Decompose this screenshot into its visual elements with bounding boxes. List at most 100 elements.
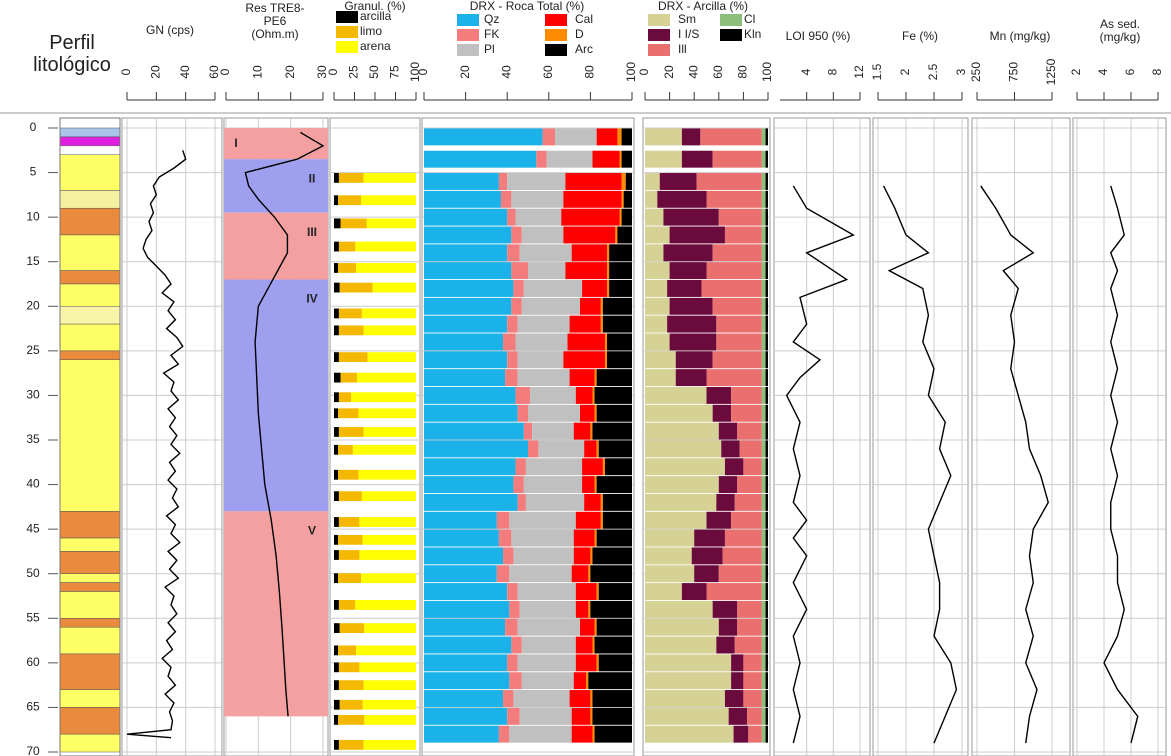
zone [224, 159, 328, 213]
bar-segment [424, 547, 504, 565]
y-tick-label: 25 [26, 343, 40, 357]
bar-segment [555, 128, 597, 146]
bar-segment [523, 422, 533, 440]
bar-segment [645, 208, 664, 226]
bar-segment [761, 279, 766, 297]
bar-segment [364, 715, 416, 725]
bar-segment [765, 386, 768, 404]
legend-swatch [720, 14, 742, 26]
bar-segment [338, 444, 353, 455]
bar-segment [731, 511, 762, 529]
bar-segment [645, 458, 725, 476]
bar-segment [645, 618, 719, 636]
bar-segment [356, 372, 416, 383]
bar-segment [718, 618, 738, 636]
bar-segment [694, 529, 725, 547]
bar-segment [761, 583, 766, 601]
bar-segment [663, 208, 719, 226]
bar-segment [424, 262, 512, 280]
bar-segment [334, 491, 339, 502]
bar-segment [645, 262, 670, 280]
legend-label: Ill [678, 42, 687, 56]
bar-segment [617, 128, 622, 146]
bar-segment [424, 369, 506, 387]
bar-segment [575, 654, 597, 672]
bar-segment [338, 600, 356, 610]
bar-segment [338, 715, 365, 725]
bar-segment [507, 583, 518, 601]
legend-label: arcilla [360, 9, 392, 23]
bar-segment [645, 315, 668, 333]
bar-segment [424, 404, 518, 422]
bar-segment [546, 150, 593, 168]
bar-segment [765, 725, 768, 743]
bar-segment [361, 491, 416, 502]
bar-segment [361, 308, 416, 319]
bar-segment [594, 476, 597, 494]
bar-segment [517, 654, 576, 672]
bar-segment [542, 128, 556, 146]
legend-swatch [545, 44, 567, 56]
bar-segment [590, 547, 593, 565]
bar-segment [513, 547, 574, 565]
bar-segment [592, 547, 632, 565]
bar-segment [706, 262, 762, 280]
lithology-layer [59, 350, 121, 361]
bar-segment [724, 529, 762, 547]
x-tick-label: 60 [541, 65, 555, 79]
bar-segment [525, 458, 583, 476]
legend-label: Pl [484, 42, 495, 56]
bar-segment [500, 190, 512, 208]
bar-segment [592, 690, 632, 707]
legend-label: Kln [744, 27, 761, 41]
bar-segment [600, 315, 603, 333]
bar-segment [645, 173, 660, 190]
x-tick-label: 0 [637, 68, 651, 75]
bar-segment [706, 190, 762, 208]
bar-segment [731, 654, 744, 672]
bar-segment [596, 128, 618, 146]
x-tick-label: 4 [799, 68, 813, 75]
bar-segment [645, 386, 707, 404]
bar-segment [645, 583, 682, 601]
bar-segment [509, 600, 520, 618]
bar-segment [743, 458, 762, 476]
bar-segment [594, 725, 632, 743]
bar-segment [765, 476, 768, 494]
bar-segment [716, 493, 735, 511]
bar-segment [565, 173, 622, 190]
zone-label: III [307, 225, 317, 239]
x-tick-label: 2 [898, 68, 912, 75]
bar-segment [681, 150, 713, 168]
bar-segment [765, 190, 768, 208]
bar-segment [621, 190, 624, 208]
x-tick-label: 0 [119, 68, 133, 75]
legend-label: Qz [484, 12, 499, 26]
legend-label: limo [360, 24, 382, 38]
bar-segment [334, 699, 340, 710]
data-line [980, 185, 1050, 744]
bar-segment [505, 369, 518, 387]
bar-segment [765, 369, 768, 387]
bar-segment [507, 208, 516, 226]
bar-segment [563, 226, 616, 244]
bar-segment [765, 128, 768, 146]
x-tick-label: 20 [662, 65, 676, 79]
bar-segment [645, 422, 719, 440]
bar-segment [334, 662, 339, 673]
bar-segment [334, 444, 339, 455]
bar-segment [645, 369, 676, 387]
bar-segment [424, 244, 508, 262]
bar-segment [600, 511, 603, 529]
bar-segment [573, 672, 587, 690]
bar-segment [362, 699, 416, 710]
bar-segment [761, 297, 766, 315]
panel-title: LOI 950 (%) [785, 29, 851, 43]
bar-segment [513, 279, 524, 297]
bar-segment [363, 739, 416, 750]
bar-segment [575, 583, 597, 601]
bar-segment [765, 297, 768, 315]
bar-segment [737, 476, 762, 494]
bar-segment [761, 690, 766, 707]
bar-segment [731, 404, 762, 422]
